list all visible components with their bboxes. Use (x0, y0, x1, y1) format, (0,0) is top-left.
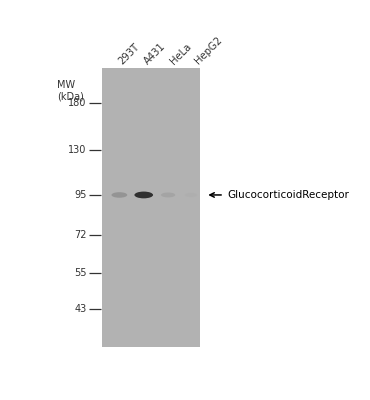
Ellipse shape (134, 192, 153, 198)
Ellipse shape (161, 192, 175, 198)
Text: 72: 72 (74, 230, 87, 240)
Ellipse shape (185, 193, 198, 197)
Bar (102, 68, 200, 347)
Text: 55: 55 (74, 268, 87, 278)
Text: 293T: 293T (117, 42, 141, 66)
Text: 130: 130 (68, 145, 87, 155)
Text: HepG2: HepG2 (192, 35, 223, 66)
Text: 43: 43 (74, 304, 87, 314)
Text: HeLa: HeLa (168, 42, 193, 66)
Text: 180: 180 (68, 98, 87, 108)
Text: GlucocorticoidReceptor: GlucocorticoidReceptor (227, 190, 349, 200)
Text: A431: A431 (142, 41, 168, 66)
Text: MW
(kDa): MW (kDa) (57, 80, 84, 102)
Text: 95: 95 (74, 190, 87, 200)
Ellipse shape (111, 192, 127, 198)
